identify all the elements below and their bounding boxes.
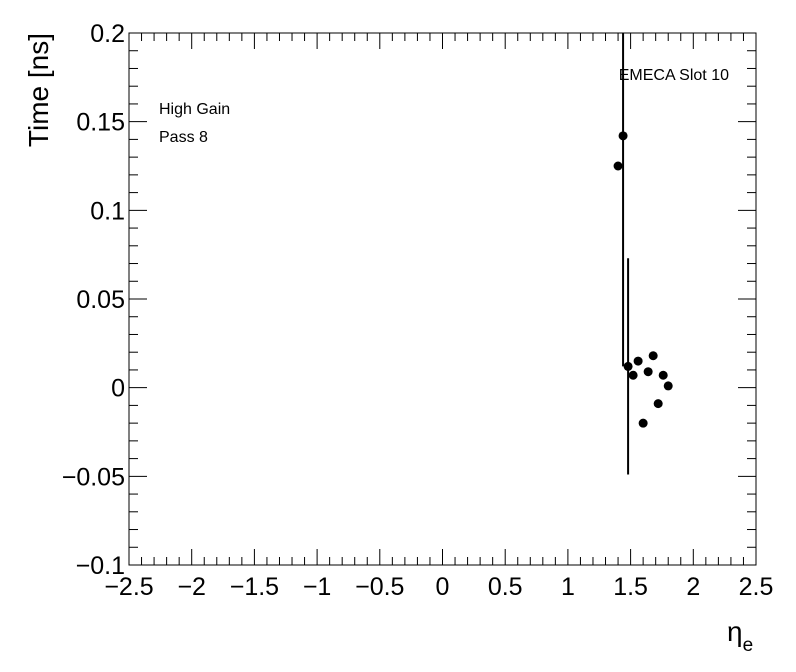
x-tick-label: 0 <box>436 573 450 601</box>
y-tick-label: 0.1 <box>90 197 125 225</box>
data-point <box>628 370 638 380</box>
annotation-slot: EMECA Slot 10 <box>619 67 729 84</box>
y-tick-label: 0.2 <box>90 20 125 48</box>
y-tick-label: 0 <box>111 375 125 403</box>
data-point <box>663 381 673 391</box>
y-tick-label: 0.15 <box>76 109 125 137</box>
x-tick-label: −1 <box>303 573 332 601</box>
y-tick-labels: −0.1 −0.05 0 0.05 0.1 0.15 0.2 <box>62 20 125 580</box>
data-point <box>633 356 643 366</box>
data-point <box>658 370 668 380</box>
y-axis-title: Time [ns] <box>23 33 54 147</box>
x-tick-label: −0.5 <box>355 573 404 601</box>
x-tick-label: 2.5 <box>739 573 774 601</box>
axis-ticks <box>128 32 757 566</box>
data-point <box>648 351 658 361</box>
data-point <box>653 399 663 409</box>
x-tick-label: −1.5 <box>230 573 279 601</box>
x-axis-title-sub: e <box>743 635 754 656</box>
x-tick-labels: −2.5 −2 −1.5 −1 −0.5 0 0.5 1 1.5 2 2.5 <box>104 573 773 601</box>
data-point <box>618 131 628 141</box>
x-axis-title-main: η <box>727 616 743 647</box>
x-tick-label: 1.5 <box>613 573 648 601</box>
annotation-gain: High Gain <box>159 101 230 118</box>
data-point <box>613 161 623 171</box>
y-tick-label: 0.05 <box>76 286 125 314</box>
y-tick-label: −0.05 <box>62 463 125 491</box>
x-tick-label: −2 <box>177 573 206 601</box>
y-tick-label: −0.1 <box>76 552 125 580</box>
x-tick-label: 1 <box>561 573 575 601</box>
data-point <box>623 361 633 371</box>
x-tick-label: 2 <box>686 573 700 601</box>
data-point <box>638 418 648 428</box>
data-point <box>643 367 653 377</box>
x-tick-label: 0.5 <box>488 573 523 601</box>
annotation-pass: Pass 8 <box>159 129 208 146</box>
x-axis-title: ηe <box>727 616 753 656</box>
data-marks <box>613 33 673 475</box>
x-tick-label: −2.5 <box>104 573 153 601</box>
